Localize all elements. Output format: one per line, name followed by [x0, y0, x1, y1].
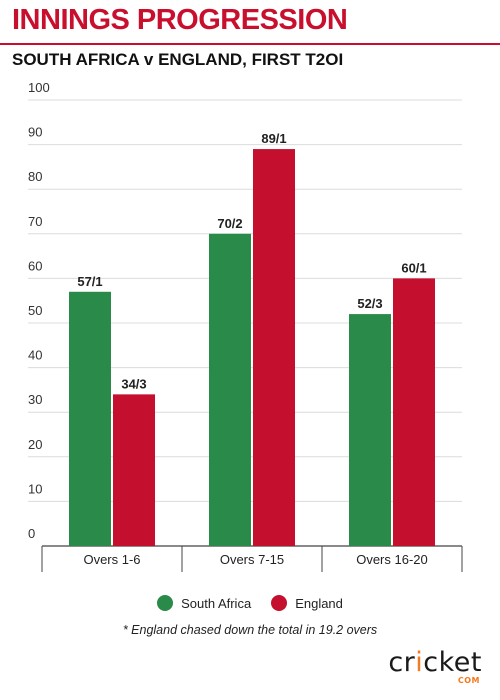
y-tick-label-70: 70: [28, 214, 42, 229]
logo-wordmark: cricket: [388, 648, 482, 678]
y-tick-label-30: 30: [28, 392, 42, 407]
bar-south-africa-2: [349, 314, 391, 546]
data-label-england-2: 60/1: [401, 260, 426, 275]
y-tick-label-20: 20: [28, 437, 42, 452]
data-label-england-0: 34/3: [121, 376, 146, 391]
bar-england-0: [113, 394, 155, 546]
y-tick-label-50: 50: [28, 303, 42, 318]
legend-label-england: England: [295, 595, 343, 611]
y-tick-label-80: 80: [28, 169, 42, 184]
x-tick-label-1: Overs 7-15: [220, 552, 284, 567]
legend-item-england: England: [271, 595, 343, 611]
y-tick-label-100: 100: [28, 80, 50, 95]
x-tick-label-2: Overs 16-20: [356, 552, 428, 567]
logo-word-start: cr: [388, 647, 416, 678]
legend-swatch-england: [271, 595, 288, 611]
x-tick-label-0: Overs 1-6: [83, 552, 140, 567]
bar-england-2: [393, 278, 435, 546]
bar-south-africa-1: [209, 233, 251, 547]
legend-item-south-africa: South Africa: [157, 595, 251, 611]
y-tick-label-10: 10: [28, 481, 42, 496]
logo-subtext: COM: [457, 676, 480, 685]
chart-subtitle: SOUTH AFRICA v ENGLAND, FIRST T2OI: [12, 50, 344, 69]
data-label-south-africa-0: 57/1: [77, 274, 102, 289]
cricket-com-logo: cricket COM: [388, 648, 482, 686]
logo-word-dot: i: [415, 647, 424, 678]
logo-word-end: cket: [423, 647, 482, 678]
data-label-south-africa-2: 52/3: [357, 296, 382, 311]
bar-chart: 0 10 20 30 40 50 60 70 80 90 100 57/1 34/3 Overs 1-6 7…: [28, 80, 463, 572]
legend-label-south-africa: South Africa: [181, 595, 252, 611]
y-tick-label-40: 40: [28, 348, 42, 363]
bar-south-africa-0: [69, 291, 111, 546]
bar-england-1: [253, 149, 295, 546]
legend: South Africa England: [0, 595, 500, 611]
legend-swatch-south-africa: [157, 595, 174, 611]
y-tick-label-60: 60: [28, 258, 42, 273]
footnote: * England chased down the total in 19.2 …: [122, 623, 378, 637]
data-label-south-africa-1: 70/2: [217, 216, 242, 231]
chart-title: INNINGS PROGRESSION: [12, 4, 348, 36]
y-tick-label-90: 90: [28, 125, 42, 140]
title-rule: [0, 43, 500, 45]
data-label-england-1: 89/1: [261, 131, 286, 146]
y-tick-label-0: 0: [28, 526, 35, 541]
